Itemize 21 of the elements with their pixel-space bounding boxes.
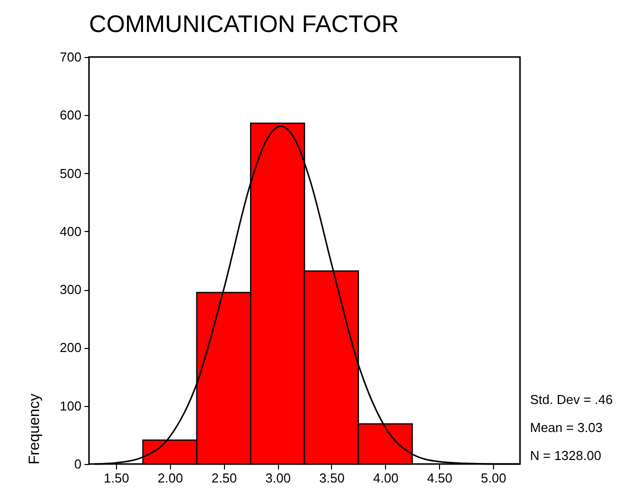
x-tick-label: 3.00 — [265, 470, 291, 486]
y-tick-label: 200 — [60, 340, 82, 356]
y-tick-label: 600 — [60, 108, 82, 123]
y-tick-label: 400 — [60, 224, 82, 239]
y-tick-label: 0 — [74, 456, 82, 472]
x-tick-label: 2.00 — [158, 470, 183, 486]
x-tick-label: 5.00 — [480, 470, 506, 486]
text: Mean = 3.03 — [530, 420, 603, 435]
y-tick-label: 500 — [60, 166, 82, 181]
y-tick-label: 700 — [60, 50, 82, 64]
y-axis-title: Frequency — [26, 393, 43, 464]
x-tick-label: 4.50 — [427, 470, 452, 486]
chart-title: COMMUNICATION FACTOR — [89, 11, 399, 38]
x-tick-label: 2.50 — [212, 470, 237, 486]
x-tick-label: 3.50 — [319, 470, 345, 486]
text: N = 1328.00 — [530, 448, 602, 463]
x-tick-label: 1.50 — [104, 470, 130, 486]
y-tick-label: 100 — [60, 398, 82, 414]
x-tick-label: 4.00 — [373, 470, 398, 486]
text: Std. Dev = .46 — [530, 392, 613, 407]
y-tick-label: 300 — [60, 282, 82, 298]
